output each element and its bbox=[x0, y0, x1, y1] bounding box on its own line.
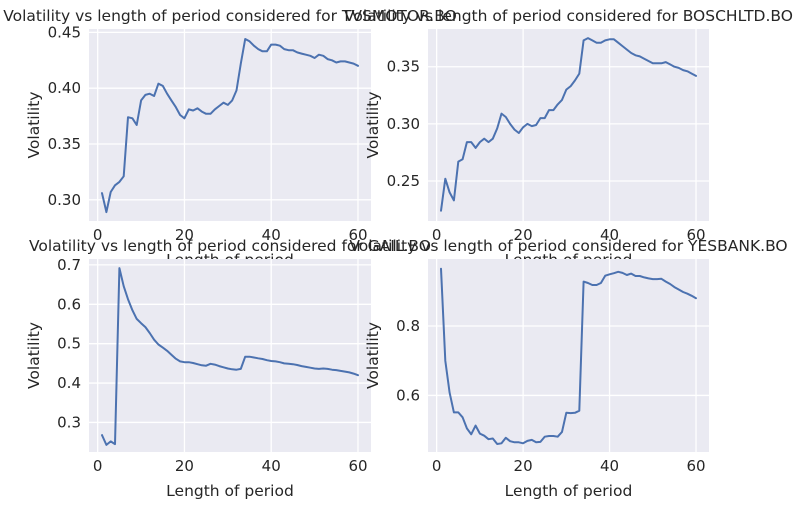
y-tick-label: 0.6 bbox=[57, 295, 81, 313]
y-tick-label: 0.3 bbox=[57, 413, 81, 431]
x-tick-label: 0 bbox=[432, 226, 442, 244]
x-axis-label: Length of period bbox=[505, 482, 633, 500]
y-tick-label: 0.7 bbox=[57, 256, 81, 274]
y-tick-label: 0.45 bbox=[48, 23, 81, 41]
subplot-4: 0 20 40 60 0.6 0.8 Length of period Volatility bbox=[364, 259, 709, 500]
x-tick-label: 40 bbox=[600, 457, 619, 475]
x-tick-label: 40 bbox=[262, 226, 281, 244]
x-tick-label: 0 bbox=[93, 457, 103, 475]
chart-title: Volatility vs length of period considere… bbox=[349, 237, 787, 255]
x-tick-label: 60 bbox=[348, 226, 367, 244]
x-tick-label: 40 bbox=[262, 457, 281, 475]
y-tick-label: 0.6 bbox=[396, 386, 420, 404]
y-tick-label: 0.30 bbox=[48, 191, 81, 209]
x-tick-label: 20 bbox=[514, 457, 533, 475]
chart-title: Volatility vs length of period considere… bbox=[3, 7, 457, 25]
x-tick-label: 60 bbox=[686, 226, 705, 244]
x-tick-label: 0 bbox=[432, 457, 442, 475]
x-axis-label: Length of period bbox=[166, 482, 294, 500]
y-tick-label: 0.35 bbox=[48, 135, 81, 153]
y-tick-label: 0.8 bbox=[396, 317, 420, 335]
y-tick-label: 0.30 bbox=[387, 115, 420, 133]
series-line bbox=[101, 38, 359, 214]
y-tick-label: 0.4 bbox=[57, 374, 81, 392]
y-axis-label: Volatility bbox=[25, 322, 43, 389]
plot-area bbox=[428, 259, 709, 452]
subplot-3: 0 20 40 60 0.3 0.4 0.5 0.6 0.7 Length of period Vo… bbox=[25, 256, 371, 500]
chart-title: Volatility vs length of period considere… bbox=[344, 7, 793, 25]
x-tick-label: 20 bbox=[175, 457, 194, 475]
y-tick-label: 0.40 bbox=[48, 79, 81, 97]
series-line bbox=[101, 267, 359, 446]
plot-area bbox=[89, 29, 371, 221]
x-tick-label: 0 bbox=[93, 226, 103, 244]
series-line bbox=[440, 37, 697, 212]
y-axis-label: Volatility bbox=[364, 92, 382, 159]
x-tick-label: 20 bbox=[514, 226, 533, 244]
series-line bbox=[440, 267, 697, 445]
y-tick-label: 0.25 bbox=[387, 172, 420, 190]
chart-title: Volatility vs length of period considere… bbox=[29, 237, 431, 255]
y-tick-label: 0.5 bbox=[57, 335, 81, 353]
y-axis-label: Volatility bbox=[364, 322, 382, 389]
plot-area bbox=[89, 259, 371, 452]
y-tick-label: 0.35 bbox=[387, 58, 420, 76]
x-tick-label: 40 bbox=[600, 226, 619, 244]
y-axis-label: Volatility bbox=[25, 92, 43, 159]
x-tick-label: 60 bbox=[686, 457, 705, 475]
x-tick-label: 60 bbox=[348, 457, 367, 475]
plot-area bbox=[428, 29, 709, 221]
x-tick-label: 20 bbox=[175, 226, 194, 244]
